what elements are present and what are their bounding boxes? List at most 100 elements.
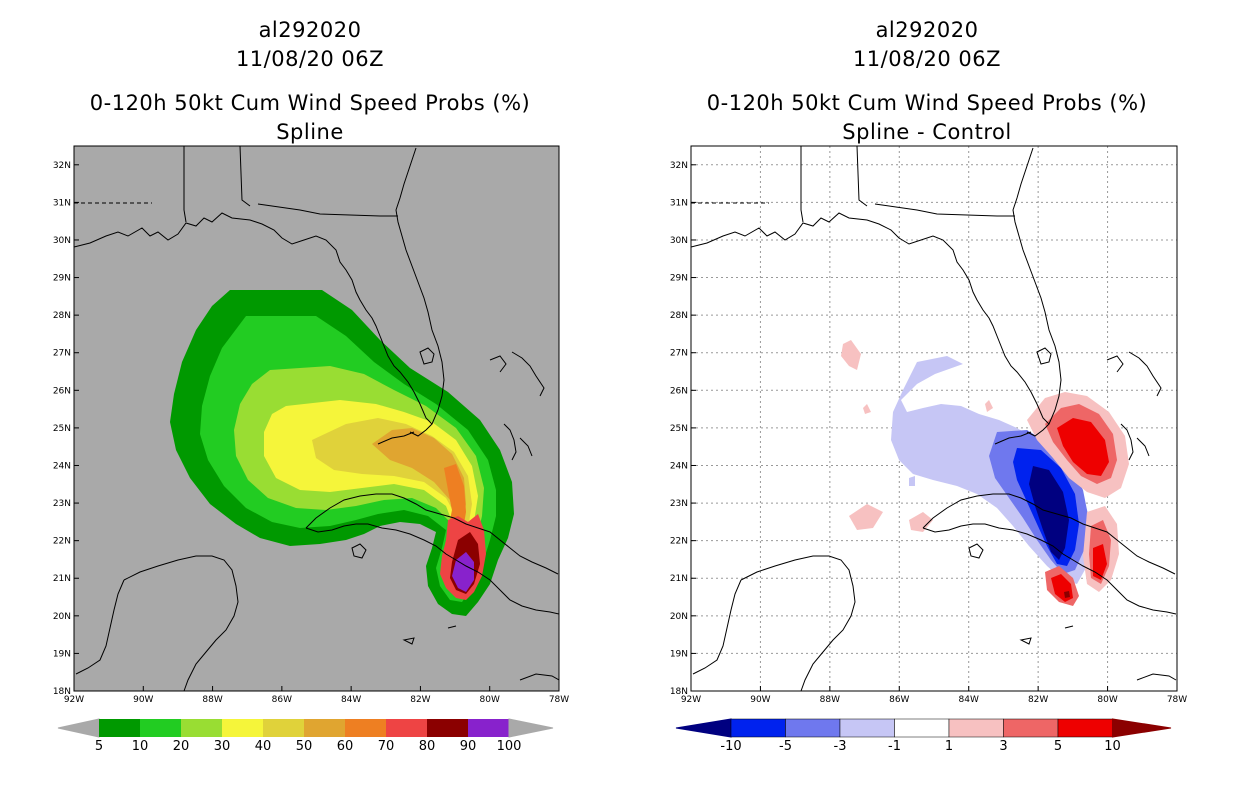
- y-tick-label: 30N: [53, 236, 71, 246]
- legend-label: 80: [419, 739, 436, 754]
- x-tick-label: 86W: [272, 695, 292, 705]
- y-tick-label: 32N: [670, 161, 688, 171]
- y-tick-label: 32N: [53, 161, 71, 171]
- x-tick-label: 80W: [480, 695, 500, 705]
- right-storm-id: al292020: [875, 18, 979, 42]
- y-tick-label: 23N: [670, 499, 688, 509]
- y-tick-label: 20N: [670, 612, 688, 622]
- left-datetime: 11/08/20 06Z: [235, 47, 385, 71]
- legend-label: 10: [132, 739, 149, 754]
- legend-label: 20: [173, 739, 190, 754]
- y-tick-label: 19N: [53, 649, 71, 659]
- left-chart-subtitle: Spline: [276, 120, 344, 144]
- legend-label: 10: [1104, 739, 1121, 754]
- legend-label: 90: [460, 739, 477, 754]
- right-color-legend: -10 -5 -3 -1 1 3 5 10: [675, 718, 1172, 754]
- right-map-panel: 92W 90W 88W 86W 84W 82W 80W 78W 18N 19N 20N 21N 22N 2…: [670, 145, 1187, 705]
- x-tick-label: 92W: [681, 695, 701, 705]
- legend-right-arrow: [1112, 718, 1172, 738]
- legend-label: 60: [337, 739, 354, 754]
- x-tick-label: 80W: [1097, 695, 1117, 705]
- x-tick-label: 84W: [341, 695, 361, 705]
- y-tick-label: 27N: [53, 349, 71, 359]
- legend-swatch: [386, 719, 427, 737]
- x-tick-label: 84W: [959, 695, 979, 705]
- legend-label: 40: [255, 739, 272, 754]
- left-chart-title: 0-120h 50kt Cum Wind Speed Probs (%): [89, 91, 531, 115]
- legend-swatch: [468, 719, 509, 737]
- y-tick-label: 18N: [670, 687, 688, 697]
- y-tick-label: 24N: [670, 461, 688, 471]
- x-tick-label: 90W: [750, 695, 770, 705]
- right-chart-subtitle: Spline - Control: [842, 120, 1012, 144]
- left-panel-title: al292020 11/08/20 06Z 0-120h 50kt Cum Wi…: [60, 16, 560, 147]
- y-tick-label: 30N: [670, 236, 688, 246]
- legend-label: 1: [945, 739, 953, 754]
- y-tick-label: 22N: [53, 537, 71, 547]
- y-tick-label: 28N: [670, 311, 688, 321]
- y-tick-label: 28N: [53, 311, 71, 321]
- legend-swatch: [99, 719, 140, 737]
- left-color-legend: 5 10 20 30 40 50 60 70 80 90 100: [57, 718, 554, 754]
- x-tick-label: 88W: [820, 695, 840, 705]
- legend-swatch: [181, 719, 222, 737]
- legend-label: -3: [834, 739, 847, 754]
- legend-left-arrow: [57, 718, 100, 738]
- legend-label: -5: [779, 739, 792, 754]
- legend-label: 100: [497, 739, 522, 754]
- legend-swatch: [948, 718, 1004, 738]
- right-gridlines: [691, 146, 1177, 691]
- x-tick-label: 78W: [549, 695, 569, 705]
- y-tick-label: 29N: [53, 274, 71, 284]
- legend-swatch: [730, 718, 786, 738]
- legend-swatch: [1057, 718, 1113, 738]
- legend-label: 30: [214, 739, 231, 754]
- x-tick-label: 92W: [64, 695, 84, 705]
- legend-label: 5: [95, 739, 103, 754]
- legend-swatch: [345, 719, 386, 737]
- y-tick-label: 25N: [670, 424, 688, 434]
- left-storm-id: al292020: [258, 18, 362, 42]
- y-tick-label: 31N: [53, 198, 71, 208]
- x-tick-label: 90W: [133, 695, 153, 705]
- right-map-frame: [690, 145, 1178, 692]
- legend-swatch: [785, 718, 841, 738]
- legend-label: 5: [1054, 739, 1062, 754]
- y-tick-label: 22N: [670, 537, 688, 547]
- right-difference-field: [691, 146, 1177, 691]
- right-axis-ticks: 92W 90W 88W 86W 84W 82W 80W 78W 18N 19N 20N 21N 22N 2…: [670, 161, 1187, 705]
- y-tick-label: 20N: [53, 612, 71, 622]
- legend-swatch: [427, 719, 468, 737]
- x-tick-label: 86W: [889, 695, 909, 705]
- y-tick-label: 29N: [670, 274, 688, 284]
- legend-label: -10: [720, 739, 741, 754]
- y-tick-label: 21N: [670, 574, 688, 584]
- legend-right-arrow: [508, 718, 554, 738]
- y-tick-label: 25N: [53, 424, 71, 434]
- legend-label: -1: [888, 739, 901, 754]
- y-tick-label: 18N: [53, 687, 71, 697]
- legend-swatch: [140, 719, 181, 737]
- x-tick-label: 82W: [410, 695, 430, 705]
- left-axis-ticks: 92W 90W 88W 86W 84W 82W 80W 78W 18N 19N 20N 21N 22N 2…: [53, 161, 569, 705]
- legend-swatch: [839, 718, 895, 738]
- left-map-frame: [73, 145, 560, 692]
- legend-swatch: [222, 719, 263, 737]
- y-tick-label: 26N: [53, 386, 71, 396]
- y-tick-label: 31N: [670, 198, 688, 208]
- legend-label: 50: [296, 739, 313, 754]
- legend-swatch: [304, 719, 345, 737]
- legend-swatch: [894, 718, 950, 738]
- y-tick-label: 19N: [670, 649, 688, 659]
- y-tick-label: 21N: [53, 574, 71, 584]
- right-panel-title: al292020 11/08/20 06Z 0-120h 50kt Cum Wi…: [677, 16, 1177, 147]
- y-tick-label: 23N: [53, 499, 71, 509]
- y-tick-label: 26N: [670, 386, 688, 396]
- left-map-panel: 92W 90W 88W 86W 84W 82W 80W 78W 18N 19N 20N 21N 22N 2…: [53, 145, 569, 705]
- legend-swatch: [263, 719, 304, 737]
- legend-swatch: [1003, 718, 1059, 738]
- legend-left-arrow: [675, 718, 732, 738]
- y-tick-label: 24N: [53, 461, 71, 471]
- y-tick-label: 27N: [670, 349, 688, 359]
